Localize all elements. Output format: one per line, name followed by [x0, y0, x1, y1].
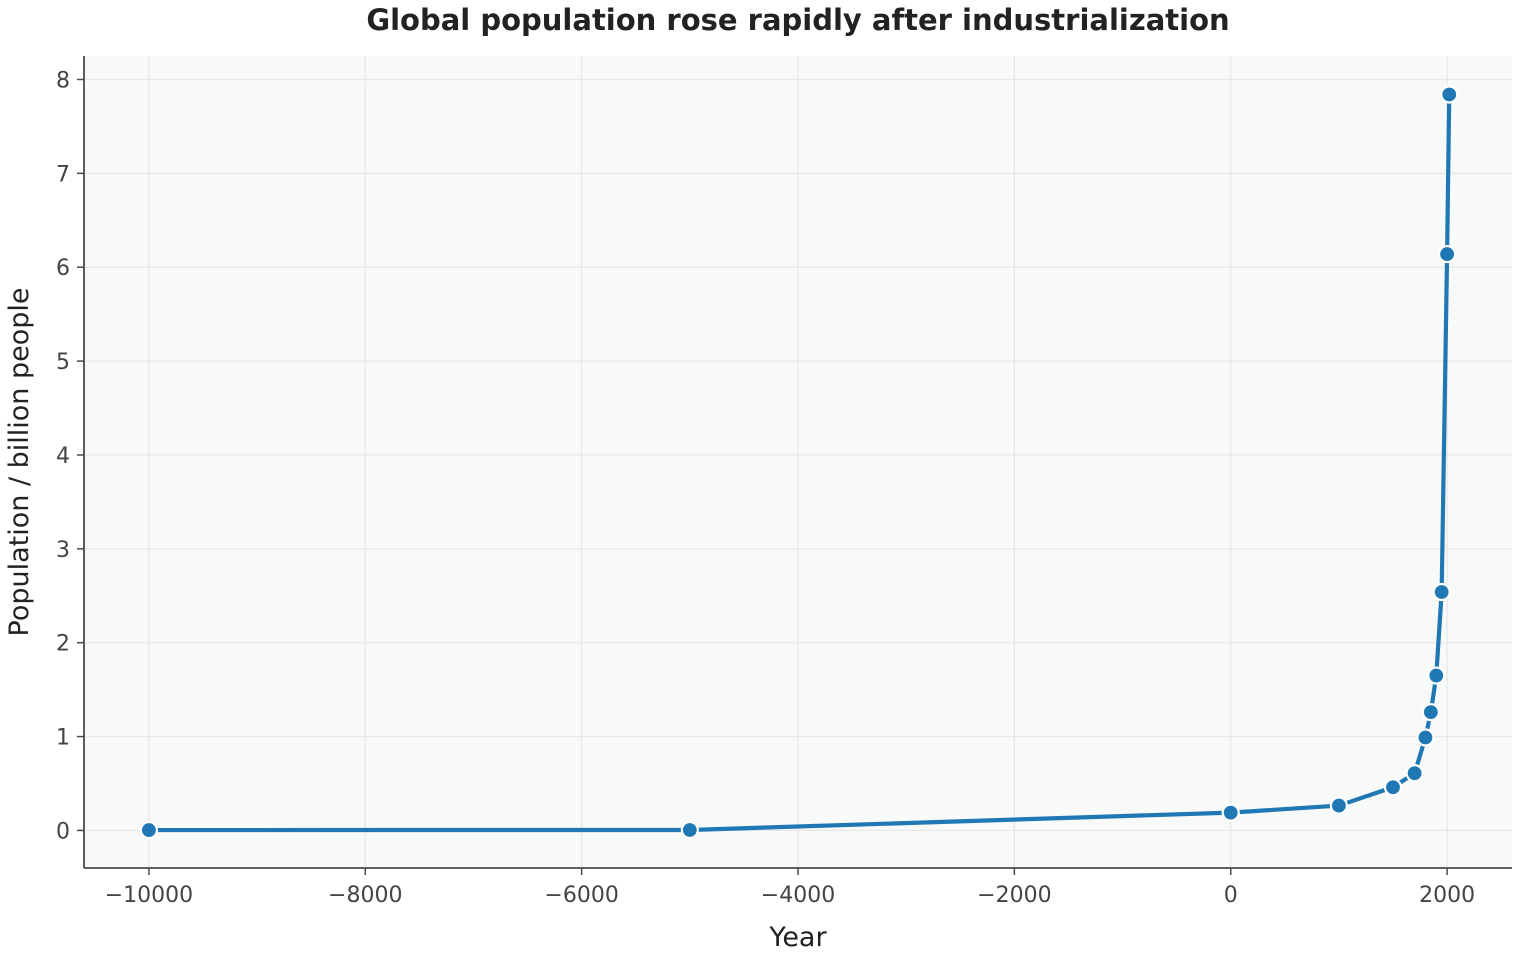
- x-tick-label: −6000: [544, 883, 618, 908]
- data-point: [1421, 703, 1440, 722]
- data-point: [680, 820, 699, 840]
- data-point: [1432, 582, 1451, 602]
- y-tick-label: 4: [56, 444, 70, 469]
- series-line: [146, 92, 1452, 833]
- data-point: [1416, 728, 1435, 747]
- x-tick-label: 2000: [1419, 883, 1475, 908]
- x-tick-label: −2000: [977, 883, 1051, 908]
- series: [139, 85, 1459, 840]
- data-point: [1383, 778, 1403, 797]
- y-tick-label: 2: [56, 632, 70, 657]
- data-point: [1440, 85, 1459, 104]
- data-point: [1405, 764, 1424, 783]
- y-tick-label: 7: [56, 162, 70, 187]
- y-tick-label: 3: [56, 538, 70, 563]
- y-tick-label: 1: [56, 726, 70, 751]
- x-tick-label: −4000: [761, 883, 835, 908]
- data-point: [1427, 666, 1446, 685]
- x-tick-label: −8000: [328, 883, 402, 908]
- y-tick-label: 5: [56, 350, 70, 375]
- y-tick-label: 6: [56, 256, 70, 281]
- ticks: −10000 −8000 −6000 −4000 −2000 0 2000 0 1 2 3 4 5 6 7 8: [56, 68, 1475, 908]
- x-tick-label: −10000: [105, 883, 193, 908]
- y-tick-label: 0: [56, 819, 70, 844]
- data-point: [1437, 244, 1457, 264]
- y-axis-label: Population / billion people: [4, 288, 35, 637]
- x-tick-label: 0: [1224, 883, 1238, 908]
- x-axis-label: Year: [768, 922, 827, 953]
- data-point: [139, 820, 159, 840]
- y-tick-label: 8: [56, 68, 70, 93]
- data-point: [1221, 803, 1240, 822]
- data-point: [1329, 796, 1349, 815]
- chart-title: Global population rose rapidly after ind…: [366, 3, 1229, 37]
